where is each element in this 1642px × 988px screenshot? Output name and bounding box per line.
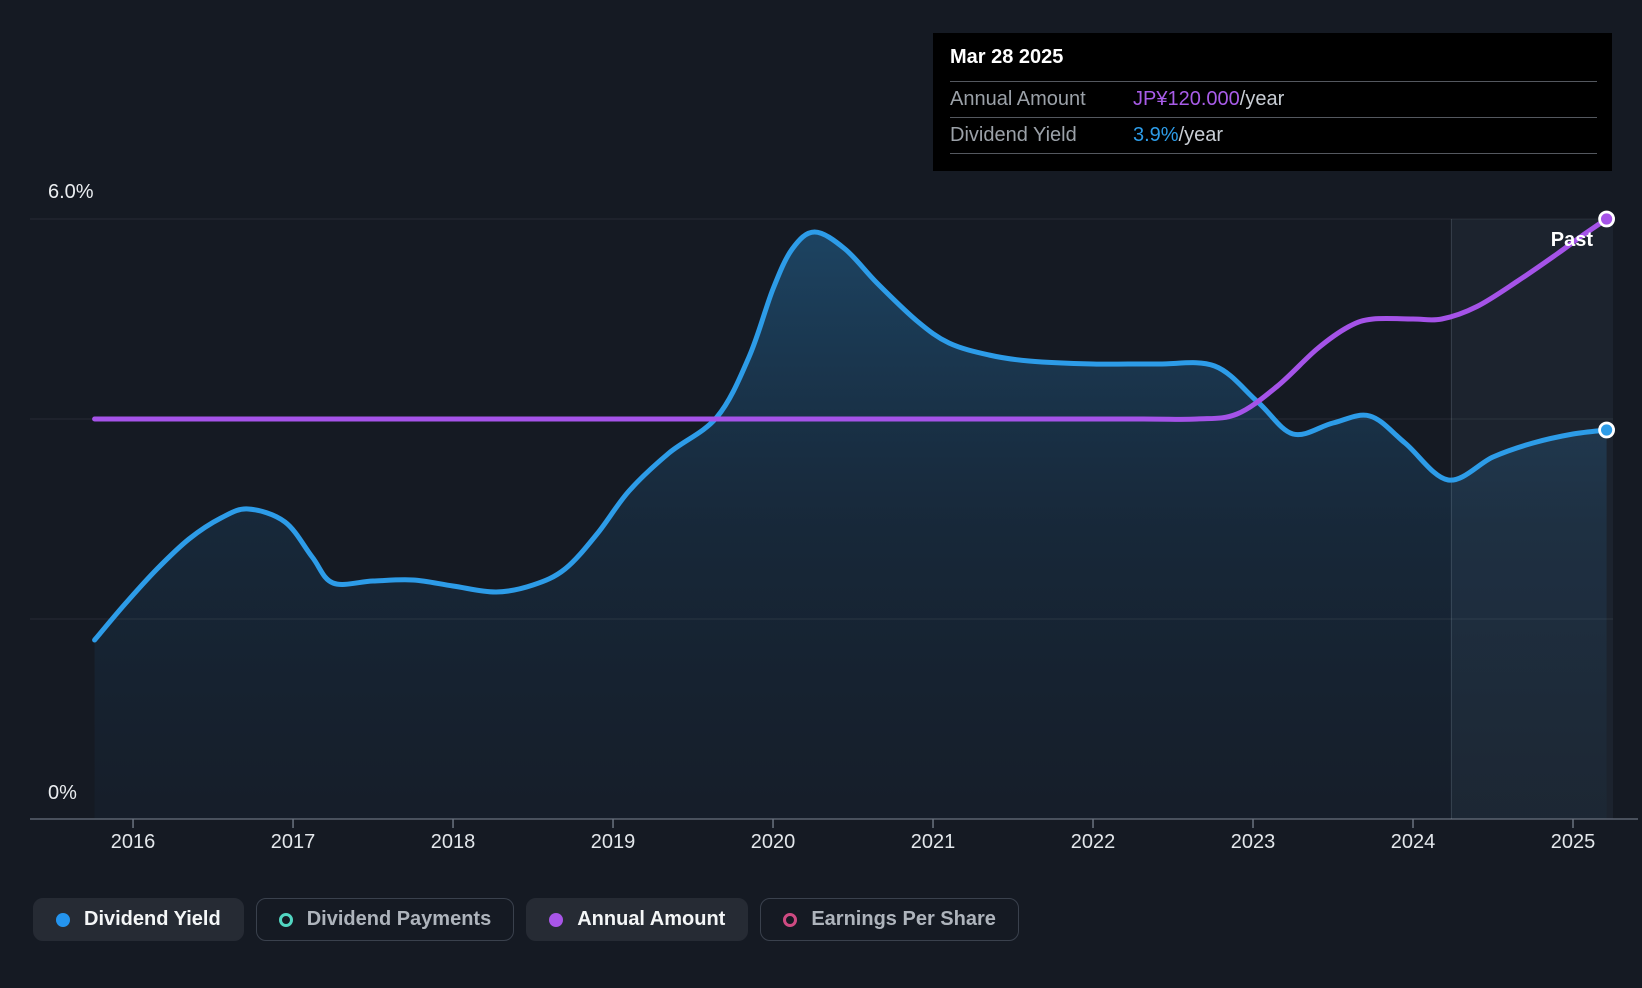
y-axis-label-top: 6.0% — [48, 181, 94, 203]
tooltip-value: JP¥120.000/year — [1133, 88, 1284, 111]
value-suffix: /year — [1239, 88, 1285, 110]
legend-dividend-yield[interactable]: Dividend Yield — [33, 898, 244, 941]
value-suffix: /year — [1178, 124, 1224, 146]
past-region — [1451, 219, 1613, 819]
dividend-payments-ring-icon — [278, 912, 293, 927]
annual-amount-end-marker — [1598, 210, 1615, 228]
dividend-yield-area — [94, 232, 1607, 819]
legend-label: Earnings Per Share — [811, 908, 996, 930]
dividend-yield-value: 3.9% — [1133, 124, 1179, 146]
earnings-per-share-ring-icon — [783, 912, 798, 927]
legend-annual-amount[interactable]: Annual Amount — [526, 898, 749, 941]
past-label: Past — [1550, 229, 1593, 251]
tooltip-label: Annual Amount — [950, 88, 1086, 110]
tooltip-row-dividend-yield: Dividend Yield 3.9%/year — [950, 117, 1597, 154]
annual-amount-dot-icon — [549, 912, 564, 927]
tooltip-value: 3.9%/year — [1133, 124, 1223, 147]
annual-amount-line — [92, 216, 1610, 422]
legend: Dividend Yield Dividend Payments Annual … — [33, 898, 1019, 941]
tooltip-date: Mar 28 2025 — [950, 46, 1064, 68]
y-axis-label-bottom: 0% — [48, 782, 77, 804]
tooltip: Mar 28 2025 Annual Amount JP¥120.000/yea… — [933, 33, 1612, 171]
legend-earnings-per-share[interactable]: Earnings Per Share — [760, 898, 1019, 941]
annual-amount-value: JP¥120.000 — [1133, 88, 1240, 110]
dividend-yield-end-marker — [1598, 421, 1615, 439]
dividend-yield-dot-icon — [56, 912, 70, 927]
legend-label: Annual Amount — [577, 908, 726, 930]
dividend-yield-line — [92, 229, 1610, 643]
legend-label: Dividend Yield — [84, 908, 221, 930]
legend-label: Dividend Payments — [306, 908, 492, 930]
legend-dividend-payments[interactable]: Dividend Payments — [255, 898, 515, 941]
tooltip-label: Dividend Yield — [950, 124, 1077, 146]
tooltip-row-annual-amount: Annual Amount JP¥120.000/year — [950, 81, 1597, 117]
